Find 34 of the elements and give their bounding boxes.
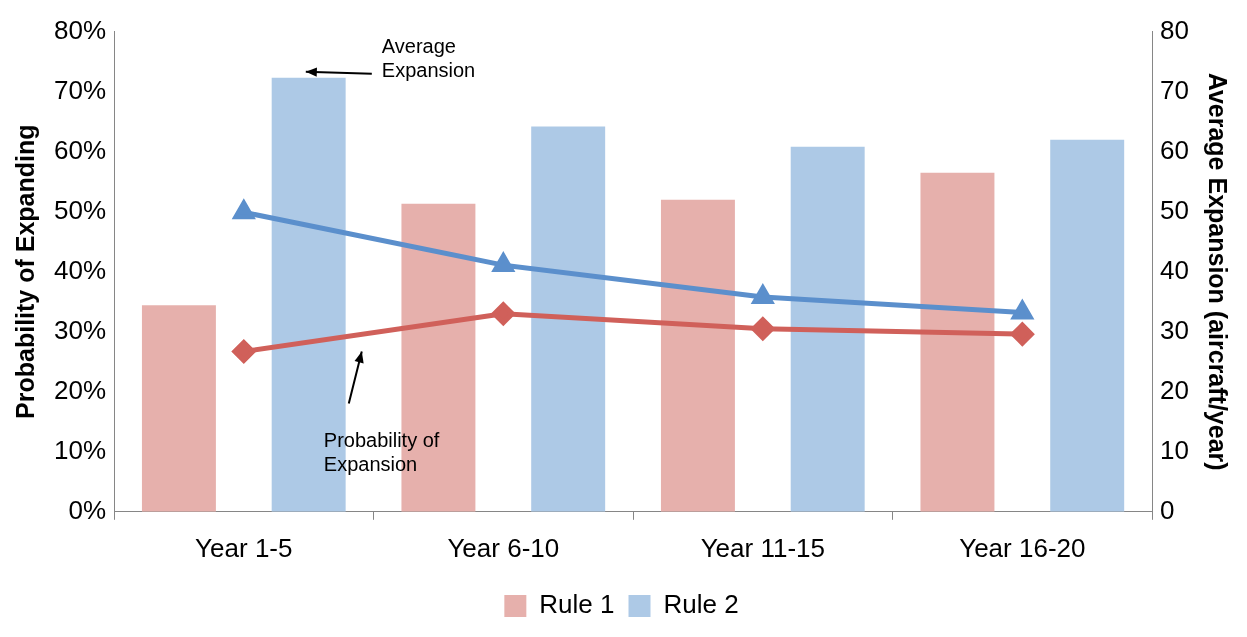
bar xyxy=(531,126,606,512)
y-tick-label: 50% xyxy=(53,194,107,225)
bar xyxy=(141,305,216,512)
y2-tick-label: 60 xyxy=(1160,134,1189,165)
y2-tick-label: 30 xyxy=(1160,314,1189,345)
legend-label: Rule 1 xyxy=(539,589,615,620)
y2-axis-title: Average Expansion (aircraft/year) xyxy=(1204,72,1233,471)
y-tick-label: 70% xyxy=(53,74,107,105)
y-tick-label: 60% xyxy=(53,134,107,165)
y-tick-label: 30% xyxy=(53,314,107,345)
bar xyxy=(920,172,995,512)
y-tick-label: 40% xyxy=(53,254,107,285)
y2-tick-label: 0 xyxy=(1160,494,1175,525)
y2-tick-label: 10 xyxy=(1160,434,1189,465)
bar xyxy=(660,199,735,512)
x-tick-label: Year 16-20 xyxy=(959,532,1086,563)
y2-tick-label: 50 xyxy=(1160,194,1189,225)
bar xyxy=(1050,139,1125,512)
y2-tick-label: 80 xyxy=(1160,14,1189,45)
x-tick-label: Year 1-5 xyxy=(195,532,293,563)
legend-label: Rule 2 xyxy=(663,589,739,620)
annotation: Average Expansion xyxy=(381,35,476,82)
y2-tick-label: 20 xyxy=(1160,374,1189,405)
y-tick-label: 0% xyxy=(68,494,107,525)
y-tick-label: 80% xyxy=(53,14,107,45)
y2-tick-label: 70 xyxy=(1160,74,1189,105)
bar xyxy=(790,146,865,512)
annotation: Probability of Expansion xyxy=(323,429,440,476)
y-axis-title: Probability of Expanding xyxy=(10,124,39,419)
y-tick-label: 10% xyxy=(53,434,107,465)
y-tick-label: 20% xyxy=(53,374,107,405)
y2-tick-label: 40 xyxy=(1160,254,1189,285)
x-tick-label: Year 6-10 xyxy=(447,532,560,563)
x-tick-label: Year 11-15 xyxy=(700,532,825,563)
